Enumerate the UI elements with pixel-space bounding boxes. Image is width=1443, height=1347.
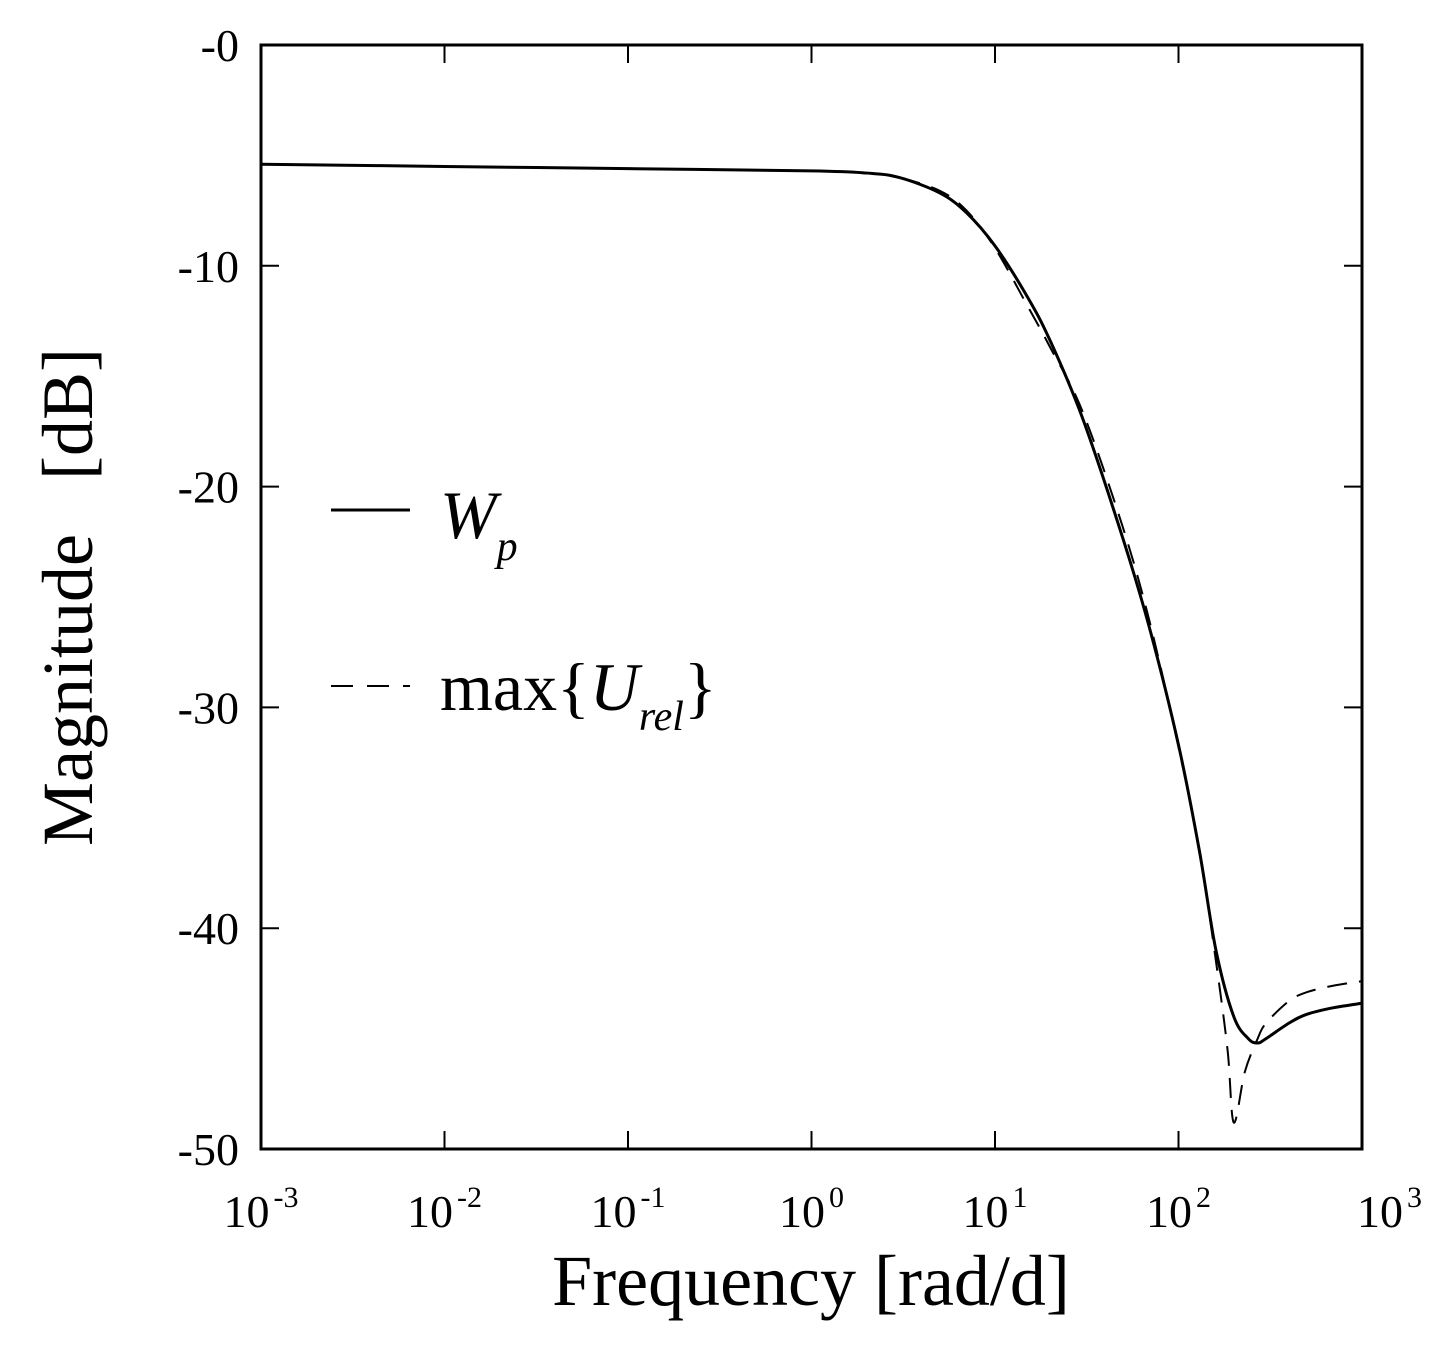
x-tick-exponent: -3 (274, 1181, 299, 1214)
axis-ticks (260, 44, 1363, 1150)
x-tick-base: 10 (779, 1186, 825, 1237)
legend-urel-prefix: max{ (440, 649, 590, 725)
legend: Wp max{Urel} (331, 477, 717, 740)
x-tick-base: 10 (224, 1186, 270, 1237)
x-tick-label: 10 2 (1146, 1181, 1211, 1237)
x-tick-base: 10 (1146, 1186, 1192, 1237)
x-tick-exponent: 1 (1013, 1181, 1028, 1214)
legend-label-wp: Wp (440, 477, 518, 570)
x-tick-label: 10 3 (1357, 1181, 1422, 1237)
legend-urel-sub: rel (639, 694, 684, 740)
x-tick-exponent: -1 (641, 1181, 666, 1214)
x-tick-exponent: 2 (1196, 1181, 1211, 1214)
y-tick-label: -10 (178, 241, 239, 292)
x-tick-base: 10 (407, 1186, 453, 1237)
plot-area-frame (259, 43, 1364, 1151)
y-tick-label: -20 (178, 462, 239, 513)
x-axis-label: Frequency [rad/d] (552, 1241, 1070, 1321)
series-line-wp (260, 162, 1363, 1045)
x-tick-label: 10 -3 (224, 1181, 299, 1237)
legend-label-urel: max{Urel} (440, 649, 717, 740)
legend-urel-suffix: } (684, 649, 717, 725)
y-tick-label: -40 (178, 903, 239, 954)
y-tick-label: -0 (201, 20, 239, 71)
x-tick-base: 10 (1357, 1186, 1403, 1237)
y-axis-label: Magnitude [dB] (28, 348, 108, 846)
x-tick-base: 10 (591, 1186, 637, 1237)
y-tick-label: -30 (178, 682, 239, 733)
x-tick-label: 10 0 (779, 1181, 844, 1237)
x-tick-label: 10 -1 (591, 1181, 666, 1237)
legend-wp-main: W (440, 477, 502, 553)
x-tick-exponent: -2 (457, 1181, 482, 1214)
y-tick-label: -50 (178, 1124, 239, 1175)
legend-wp-sub: p (494, 524, 518, 570)
x-tick-label: 10 -2 (407, 1181, 482, 1237)
legend-urel-main: U (590, 649, 643, 725)
x-tick-exponent: 3 (1407, 1181, 1422, 1214)
x-tick-base: 10 (963, 1186, 1009, 1237)
series-line-max-urel (260, 163, 1363, 1124)
x-tick-exponent: 0 (829, 1181, 844, 1214)
series-layer (260, 162, 1363, 1124)
x-tick-label: 10 1 (963, 1181, 1028, 1237)
